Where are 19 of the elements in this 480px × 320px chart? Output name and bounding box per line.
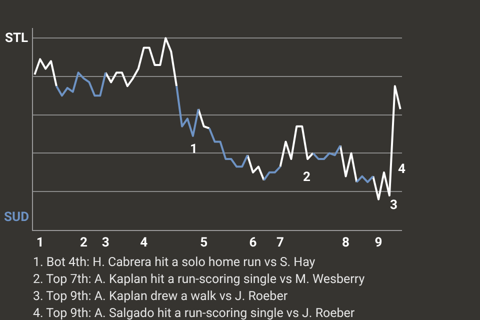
annotation: 1 (190, 142, 198, 157)
annotation: 2 (303, 170, 310, 185)
x-tick-label: 6 (249, 236, 258, 251)
text: 1. Bot 4th: H. Cabrera hit a solo home run vs S. Hay (33, 255, 316, 270)
annotation: 4 (398, 162, 406, 177)
annotation: 3 (390, 198, 398, 213)
x-tick-label: 1 (36, 236, 44, 251)
text: 2. Top 7th: A. Kaplan hit a run-scoring single vs M. Wesberry (33, 272, 365, 287)
x-tick-label: 7 (276, 236, 284, 251)
text: 4. Top 9th: A. Salgado hit a run-scoring single vs J. Roeber (33, 306, 356, 320)
x-tick-label: 3 (102, 236, 110, 251)
text: 3. Top 9th: A. Kaplan drew a walk vs J. Roeber (33, 289, 288, 304)
x-tick-label: 5 (200, 236, 208, 251)
x-tick-label: 8 (342, 236, 350, 251)
x-tick-label: 9 (374, 236, 382, 251)
text: SUD (4, 210, 30, 225)
x-tick-label: 4 (140, 236, 148, 251)
x-tick-label: 2 (80, 236, 88, 251)
text: STL (5, 31, 28, 46)
